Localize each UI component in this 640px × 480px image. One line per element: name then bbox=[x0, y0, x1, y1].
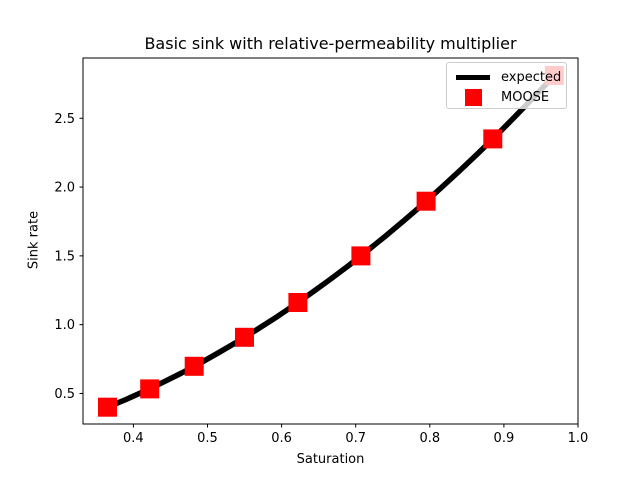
moose-data-marker bbox=[184, 356, 204, 376]
x-tick-label: 0.6 bbox=[271, 431, 292, 446]
legend: expected MOOSE bbox=[446, 62, 567, 109]
y-tick-label: 1.5 bbox=[54, 249, 75, 264]
moose-data-marker bbox=[235, 327, 254, 347]
x-tick-label: 1.0 bbox=[568, 431, 589, 446]
y-tick-label: 2.5 bbox=[54, 112, 75, 127]
legend-label-moose: MOOSE bbox=[501, 89, 550, 105]
moose-data-marker bbox=[483, 129, 503, 149]
moose-marker-swatch bbox=[456, 88, 490, 106]
legend-item-moose: MOOSE bbox=[456, 87, 566, 107]
expected-line-swatch bbox=[456, 74, 490, 80]
moose-data-marker bbox=[140, 379, 160, 399]
axes-frame bbox=[82, 57, 579, 425]
y-axis-label: Sink rate bbox=[26, 210, 42, 270]
legend-item-expected: expected bbox=[456, 67, 566, 87]
moose-data-marker bbox=[98, 397, 117, 417]
moose-data-marker bbox=[416, 191, 436, 211]
legend-label-expected: expected bbox=[501, 69, 562, 85]
y-tick-label: 2.0 bbox=[54, 181, 75, 196]
y-tick-label: 0.5 bbox=[54, 387, 75, 402]
x-tick-label: 0.8 bbox=[419, 431, 440, 446]
x-tick-label: 0.7 bbox=[345, 431, 366, 446]
moose-data-marker bbox=[351, 246, 371, 266]
expected-line bbox=[106, 73, 557, 410]
y-tick-label: 1.0 bbox=[54, 318, 75, 333]
moose-data-marker bbox=[288, 293, 308, 312]
x-tick-label: 0.5 bbox=[197, 431, 218, 446]
x-tick-label: 0.4 bbox=[123, 431, 144, 446]
x-axis-label: Saturation bbox=[296, 452, 365, 467]
x-tick-label: 0.9 bbox=[494, 431, 515, 446]
chart-title: Basic sink with relative-permeability mu… bbox=[144, 34, 517, 53]
